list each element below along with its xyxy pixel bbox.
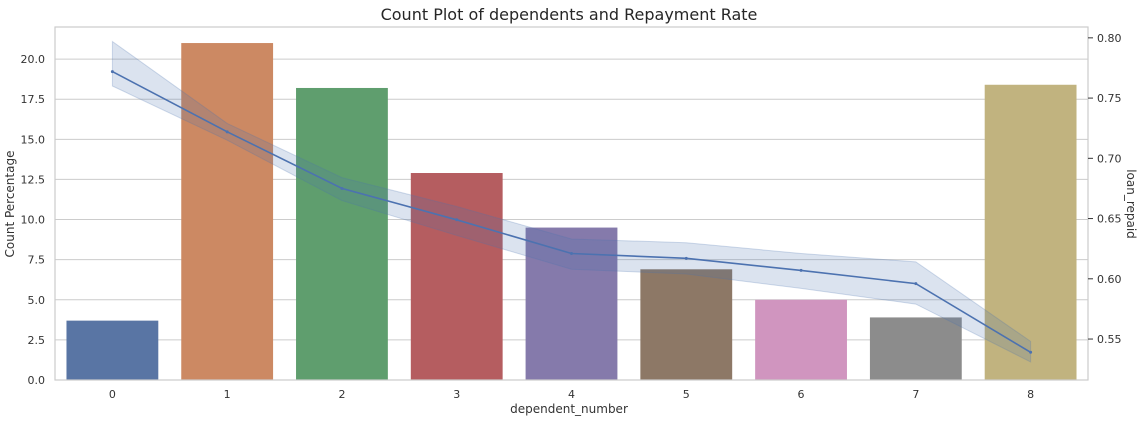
y-tick-label-2: 5.0 xyxy=(28,294,46,307)
y-tick-label-8: 20.0 xyxy=(21,53,46,66)
y2-tick-label-0: 0.55 xyxy=(1097,333,1122,346)
line-point-2 xyxy=(340,186,344,190)
x-tick-label-5: 5 xyxy=(683,388,690,401)
y2-tick-label-3: 0.70 xyxy=(1097,152,1122,165)
line-point-6 xyxy=(799,268,803,272)
line-point-0 xyxy=(110,70,114,74)
bar-8 xyxy=(984,84,1077,380)
y-axis-label: Count Percentage xyxy=(3,151,17,258)
line-point-8 xyxy=(1029,350,1033,354)
y-tick-label-5: 12.5 xyxy=(21,173,46,186)
x-tick-label-2: 2 xyxy=(338,388,345,401)
x-tick-label-1: 1 xyxy=(224,388,231,401)
bar-1 xyxy=(181,43,274,380)
line-point-5 xyxy=(684,256,688,260)
y-tick-label-7: 17.5 xyxy=(21,93,46,106)
chart-title: Count Plot of dependents and Repayment R… xyxy=(381,5,758,24)
bar-2 xyxy=(296,87,388,381)
bar-0 xyxy=(66,320,159,380)
line-point-1 xyxy=(225,130,229,134)
right-y-axis-label: loan_repaid xyxy=(1124,169,1138,239)
bar-7 xyxy=(869,317,962,380)
y-tick-label-0: 0.0 xyxy=(28,374,46,387)
y2-tick-label-5: 0.80 xyxy=(1097,32,1122,45)
x-tick-label-7: 7 xyxy=(912,388,919,401)
y2-tick-label-1: 0.60 xyxy=(1097,273,1122,286)
plot-frame xyxy=(54,26,1089,381)
x-tick-label-3: 3 xyxy=(453,388,460,401)
bar-5 xyxy=(640,269,733,380)
x-axis-label: dependent_number xyxy=(510,402,628,416)
y2-tick-label-2: 0.65 xyxy=(1097,213,1122,226)
x-tick-label-0: 0 xyxy=(109,388,116,401)
y-tick-label-1: 2.5 xyxy=(28,334,46,347)
line-point-7 xyxy=(914,282,918,286)
y-tick-label-6: 15.0 xyxy=(21,133,46,146)
y-tick-label-4: 10.0 xyxy=(21,214,46,227)
y-tick-label-3: 7.5 xyxy=(28,254,46,267)
x-tick-label-8: 8 xyxy=(1027,388,1034,401)
bar-6 xyxy=(755,299,847,380)
x-tick-label-4: 4 xyxy=(568,388,575,401)
line-point-4 xyxy=(570,251,573,255)
bars xyxy=(66,43,1077,381)
confidence-band xyxy=(111,40,1032,363)
y2-tick-label-4: 0.75 xyxy=(1097,92,1122,105)
x-tick-label-6: 6 xyxy=(798,388,805,401)
bar-3 xyxy=(410,173,503,380)
line-point-3 xyxy=(455,218,459,222)
